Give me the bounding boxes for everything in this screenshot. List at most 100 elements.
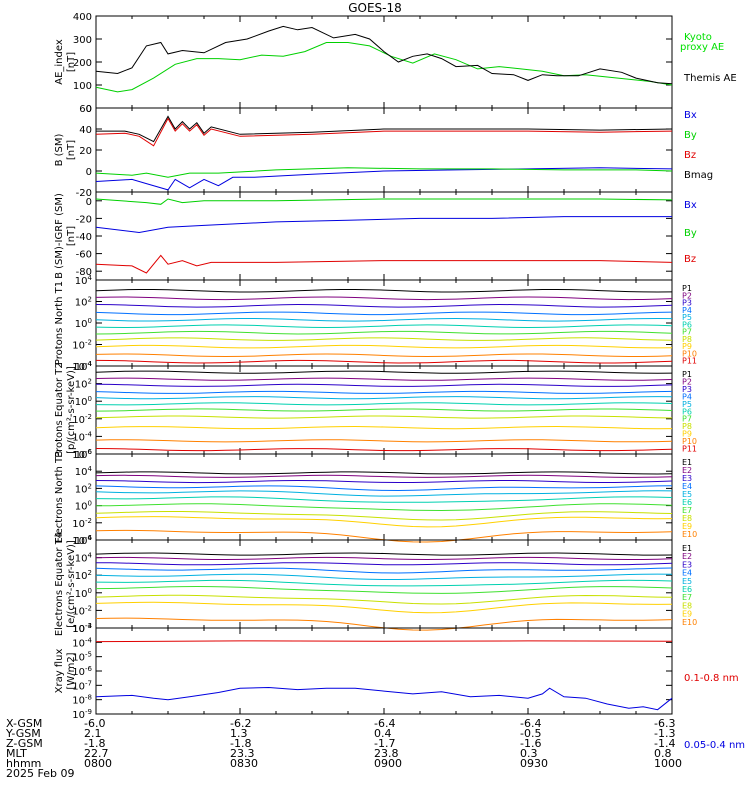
y-axis-label: AE_index	[54, 39, 65, 85]
y-tick-label: 20	[79, 146, 92, 157]
channel-line	[95, 383, 673, 387]
channel-label: P2	[682, 377, 692, 386]
y-tick-label: 104	[75, 274, 93, 287]
channel-label: P7	[682, 328, 692, 337]
channel-line	[95, 556, 673, 561]
channel-label: P8	[682, 422, 692, 431]
legend-kyoto: Kyoto	[684, 32, 712, 43]
series-line	[95, 25, 673, 85]
channel-label: E10	[682, 530, 697, 539]
channel-label: E4	[682, 482, 692, 491]
y-tick-label: 0	[86, 167, 92, 178]
y-axis-unit: [W/m2]	[66, 652, 77, 689]
channel-label: P11	[682, 357, 697, 366]
channel-label: P10	[682, 437, 697, 446]
y-axis-label: B (SM)-IGRF (SM)	[54, 193, 65, 279]
series-line	[95, 42, 673, 93]
y-tick-label: 10-4	[72, 534, 92, 547]
series-line	[95, 198, 673, 205]
y-tick-label: 0	[86, 104, 92, 115]
channel-label: E8	[682, 601, 692, 610]
y-tick-label: 10-5	[72, 651, 92, 664]
y-axis-label: Electrons North T3	[54, 450, 65, 543]
y-tick-label: 102	[75, 296, 92, 309]
y-tick-label: -20	[76, 188, 92, 199]
channel-line	[95, 503, 673, 512]
channel-label: E2	[682, 466, 692, 475]
channel-label: P6	[682, 320, 692, 329]
channel-line	[95, 579, 673, 587]
channel-label: E7	[682, 506, 692, 515]
y-tick-label: 10-6	[72, 665, 92, 678]
channel-line	[95, 337, 673, 341]
y-tick-label: 10-9	[72, 708, 92, 721]
channel-label: P1	[682, 284, 692, 293]
channel-line	[95, 496, 673, 503]
channel-label: E9	[682, 522, 692, 531]
channel-line	[95, 359, 673, 364]
y-tick-label: 102	[75, 378, 92, 391]
legend-by: By	[684, 228, 697, 239]
y-tick-label: 100	[73, 81, 92, 92]
channel-label: P6	[682, 407, 692, 416]
y-tick-label: 10-2	[72, 517, 92, 530]
channel-label: E6	[682, 498, 692, 507]
legend-xray-long: 0.1-0.8 nm	[684, 673, 739, 684]
channel-line	[95, 485, 673, 492]
channel-line	[95, 296, 673, 301]
channel-line	[95, 370, 673, 374]
y-axis-unit: [p/(cm²-s-sr-keV)]	[66, 366, 77, 454]
y-tick-label: 10-4	[72, 360, 92, 373]
channel-label: E9	[682, 610, 692, 619]
channel-line	[95, 448, 673, 452]
legend-bx: Bx	[684, 200, 697, 211]
channel-line	[95, 377, 673, 381]
channel-label: E6	[682, 585, 692, 594]
channel-line	[95, 474, 673, 478]
channel-label: P1	[682, 370, 692, 379]
legend-xray-short: 0.05-0.4 nm	[684, 740, 745, 751]
channel-label: E1	[682, 458, 692, 467]
channel-label: E4	[682, 569, 692, 578]
y-tick-label: 100	[75, 587, 92, 600]
channel-line	[95, 594, 673, 605]
channel-line	[95, 390, 673, 394]
channel-line	[95, 408, 673, 412]
series-line	[95, 686, 673, 711]
channel-line	[95, 303, 673, 308]
y-tick-label: 104	[75, 552, 93, 565]
y-tick-label: 104	[75, 465, 93, 478]
y-tick-label: -60	[76, 250, 92, 261]
y-tick-label: 10-6	[72, 448, 92, 461]
series-line	[95, 216, 672, 234]
channel-label: E10	[682, 618, 697, 627]
y-tick-label: 0	[86, 197, 92, 208]
channel-label: P5	[682, 400, 692, 409]
y-tick-label: 106	[75, 534, 93, 547]
channel-line	[95, 311, 673, 316]
channel-label: P5	[682, 313, 692, 322]
legend-by: By	[684, 130, 697, 141]
channel-line	[95, 330, 673, 335]
channel-line	[95, 479, 673, 484]
channel-line	[95, 562, 673, 566]
y-axis-label: B (SM)	[54, 133, 65, 166]
channel-label: E3	[682, 560, 692, 569]
channel-label: P2	[682, 291, 692, 300]
y-tick-label: 10-4	[72, 430, 92, 443]
legend-bz: Bz	[684, 150, 696, 161]
series-line	[95, 117, 673, 147]
channel-label: E8	[682, 514, 692, 523]
y-tick-label: 10-3	[72, 622, 92, 635]
channel-line	[95, 471, 673, 475]
y-tick-label: -20	[76, 214, 92, 225]
channel-line	[95, 317, 673, 322]
channel-line	[95, 585, 673, 594]
legend-bx: Bx	[684, 110, 697, 121]
channel-line	[95, 324, 673, 329]
channel-label: P11	[682, 445, 697, 454]
y-tick-label: 10-2	[72, 604, 92, 617]
y-axis-unit: [nT]	[66, 140, 77, 160]
y-tick-label: 10-8	[72, 694, 92, 707]
